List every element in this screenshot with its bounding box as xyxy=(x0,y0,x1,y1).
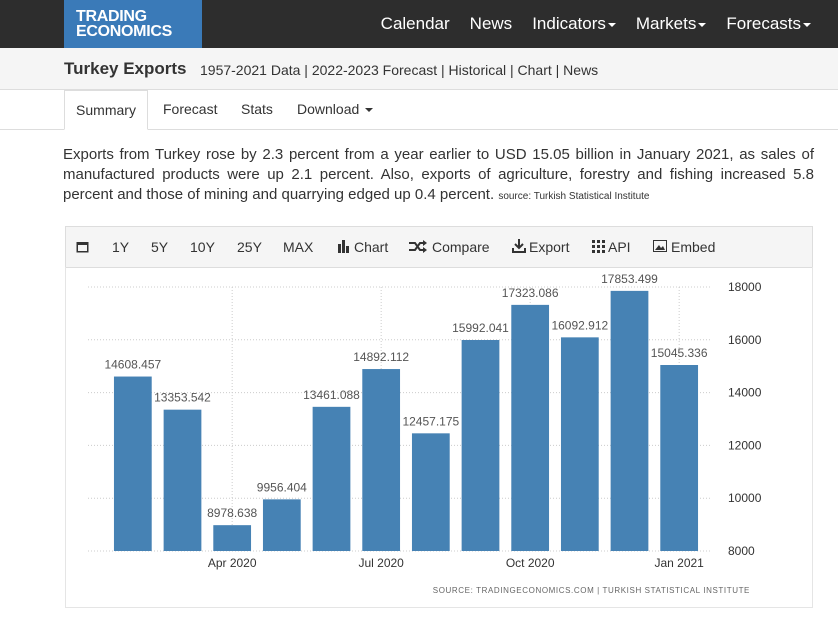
nav-item[interactable]: Calendar xyxy=(380,14,450,33)
logo[interactable]: TRADING ECONOMICS xyxy=(64,0,202,48)
value-label: 17323.086 xyxy=(502,286,559,300)
tab-active[interactable]: Summary xyxy=(64,90,148,130)
toolbar-button[interactable]: API xyxy=(608,239,631,255)
summary-text: Exports from Turkey rose by 2.3 percent … xyxy=(63,146,814,203)
calendar-icon[interactable] xyxy=(76,240,89,253)
y-tick-label: 16000 xyxy=(728,333,762,347)
y-tick-label: 12000 xyxy=(728,438,762,452)
summary: Exports from Turkey rose by 2.3 percent … xyxy=(63,145,814,207)
bar xyxy=(411,433,450,551)
toolbar-button[interactable]: Export xyxy=(529,239,570,255)
x-tick-label: Jan 2021 xyxy=(654,556,704,570)
value-label: 15992.041 xyxy=(452,321,509,335)
range-button[interactable]: 1Y xyxy=(112,239,130,255)
y-tick-label: 8000 xyxy=(728,544,755,558)
bar xyxy=(262,499,301,551)
x-tick-label: Apr 2020 xyxy=(208,556,257,570)
y-tick-label: 14000 xyxy=(728,386,762,400)
range-button[interactable]: 5Y xyxy=(151,239,169,255)
range-button[interactable]: MAX xyxy=(283,239,314,255)
toolbar-button[interactable]: Compare xyxy=(432,239,490,255)
tab: Download xyxy=(297,101,360,117)
tab[interactable]: Forecast xyxy=(163,101,218,117)
chart-container xyxy=(65,267,813,608)
value-label: 16092.912 xyxy=(551,318,608,332)
caret xyxy=(803,22,811,27)
value-label: 17853.499 xyxy=(601,272,658,286)
compare-icon xyxy=(409,240,427,253)
nav-item: Markets xyxy=(635,14,697,33)
value-label: 14892.112 xyxy=(353,350,409,364)
caret xyxy=(365,108,374,113)
nav-dropdown[interactable]: Markets xyxy=(635,14,707,34)
toolbar-button[interactable]: Embed xyxy=(671,239,716,255)
bar xyxy=(610,290,649,551)
toolbar xyxy=(65,226,813,268)
nav-item[interactable]: News xyxy=(469,14,513,33)
bar xyxy=(660,365,699,551)
header-links[interactable]: 1957-2021 Data | 2022-2023 Forecast | Hi… xyxy=(200,62,599,78)
bar xyxy=(511,304,550,551)
value-label: 13353.542 xyxy=(154,391,211,405)
bar xyxy=(362,369,401,551)
page-title: Turkey Exports xyxy=(64,59,187,78)
nav-item: Forecasts xyxy=(726,14,801,33)
bar xyxy=(560,337,599,551)
y-tick-label: 10000 xyxy=(728,491,762,505)
nav-menu: Calendar News Indicators Markets Forecas… xyxy=(381,0,811,48)
logo-line: ECONOMICS xyxy=(76,23,172,40)
header-bar xyxy=(0,48,838,90)
nav-item: Indicators xyxy=(532,14,606,33)
tab-dropdown[interactable]: Download xyxy=(297,101,374,117)
tab[interactable]: Stats xyxy=(241,101,273,117)
logo-line: TRADING xyxy=(76,8,147,25)
bar xyxy=(163,409,202,551)
value-label: 14608.457 xyxy=(104,358,161,372)
value-label: 12457.175 xyxy=(402,414,459,428)
embed-icon xyxy=(653,240,667,252)
bar xyxy=(461,340,500,551)
nav-dropdown[interactable]: Indicators xyxy=(532,14,616,34)
bar xyxy=(213,525,252,551)
bar xyxy=(312,406,351,551)
y-tick-label: 18000 xyxy=(728,280,762,294)
range-button[interactable]: 25Y xyxy=(237,239,262,255)
range-button[interactable]: 10Y xyxy=(190,239,215,255)
value-label: 9956.404 xyxy=(257,480,307,494)
bar xyxy=(113,376,152,551)
chart-source: SOURCE: TRADINGECONOMICS.COM | TURKISH S… xyxy=(433,586,750,595)
tab-line xyxy=(0,129,838,130)
summary-source: source: Turkish Statistical Institute xyxy=(498,191,650,202)
x-tick-label: Jul 2020 xyxy=(358,556,404,570)
caret xyxy=(607,22,616,27)
value-label: 8978.638 xyxy=(207,506,257,520)
caret xyxy=(698,22,707,27)
export-icon xyxy=(512,239,526,253)
chart-icon xyxy=(338,240,349,253)
api-icon xyxy=(592,240,605,253)
x-tick-label: Oct 2020 xyxy=(506,556,555,570)
value-label: 15045.336 xyxy=(651,346,708,360)
nav-dropdown[interactable]: Forecasts xyxy=(726,14,811,34)
toolbar-button[interactable]: Chart xyxy=(354,239,389,255)
value-label: 13461.088 xyxy=(303,388,360,402)
